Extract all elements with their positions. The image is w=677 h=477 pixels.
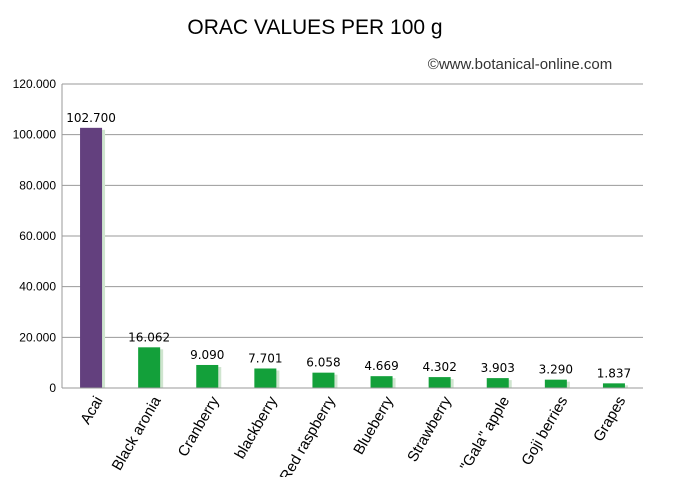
y-tick-label: 20.000 [19, 330, 56, 344]
x-tick-label: Black aronia [109, 393, 165, 474]
bar [544, 379, 567, 388]
data-labels: 102.700 16.062 9.090 7.701 6.058 4.669 4.302 3.… [66, 111, 631, 381]
data-label: 6.058 [306, 356, 340, 370]
gridlines [62, 83, 643, 338]
bar [428, 377, 451, 388]
data-label: 102.700 [66, 111, 116, 125]
x-tick-label: Grapes [590, 394, 629, 445]
bar [80, 127, 103, 389]
y-tick-label: 120.000 [13, 77, 57, 91]
data-label: 7.701 [248, 351, 282, 365]
x-tick-label: Acai [77, 394, 106, 428]
x-tick-label: Goji berries [518, 394, 571, 469]
bar [602, 383, 625, 388]
bar [486, 378, 509, 388]
data-label: 4.302 [422, 360, 456, 374]
source-credit: ©www.botanical-online.com [428, 56, 612, 73]
bars [80, 127, 628, 389]
x-tick-label: Blueberry [350, 393, 397, 458]
y-axis-ticks: 0 20.000 40.000 60.000 80.000 100.000 120.000 [13, 77, 57, 395]
data-label: 16.062 [128, 330, 170, 344]
data-label: 1.837 [597, 366, 631, 380]
bar [370, 376, 393, 388]
y-tick-label: 100.000 [13, 128, 57, 142]
y-tick-label: 60.000 [19, 229, 56, 243]
y-tick-label: 40.000 [19, 280, 56, 294]
x-tick-label: "Gala" apple [457, 394, 513, 475]
data-label: 3.903 [481, 361, 515, 375]
data-label: 4.669 [364, 359, 398, 373]
y-tick-label: 0 [49, 381, 56, 395]
bar [138, 347, 161, 388]
x-tick-label: Strawberry [404, 393, 455, 465]
data-label: 9.090 [190, 348, 224, 362]
bar [254, 368, 277, 388]
bar [196, 364, 219, 388]
x-tick-label: Cranberry [175, 393, 223, 460]
bar [312, 372, 335, 388]
x-tick-label: Red raspberry [277, 393, 339, 477]
data-label: 3.290 [539, 363, 573, 377]
chart-title: ORAC VALUES PER 100 g [187, 16, 442, 39]
x-tick-label: blackberry [231, 393, 281, 462]
y-tick-label: 80.000 [19, 178, 56, 192]
